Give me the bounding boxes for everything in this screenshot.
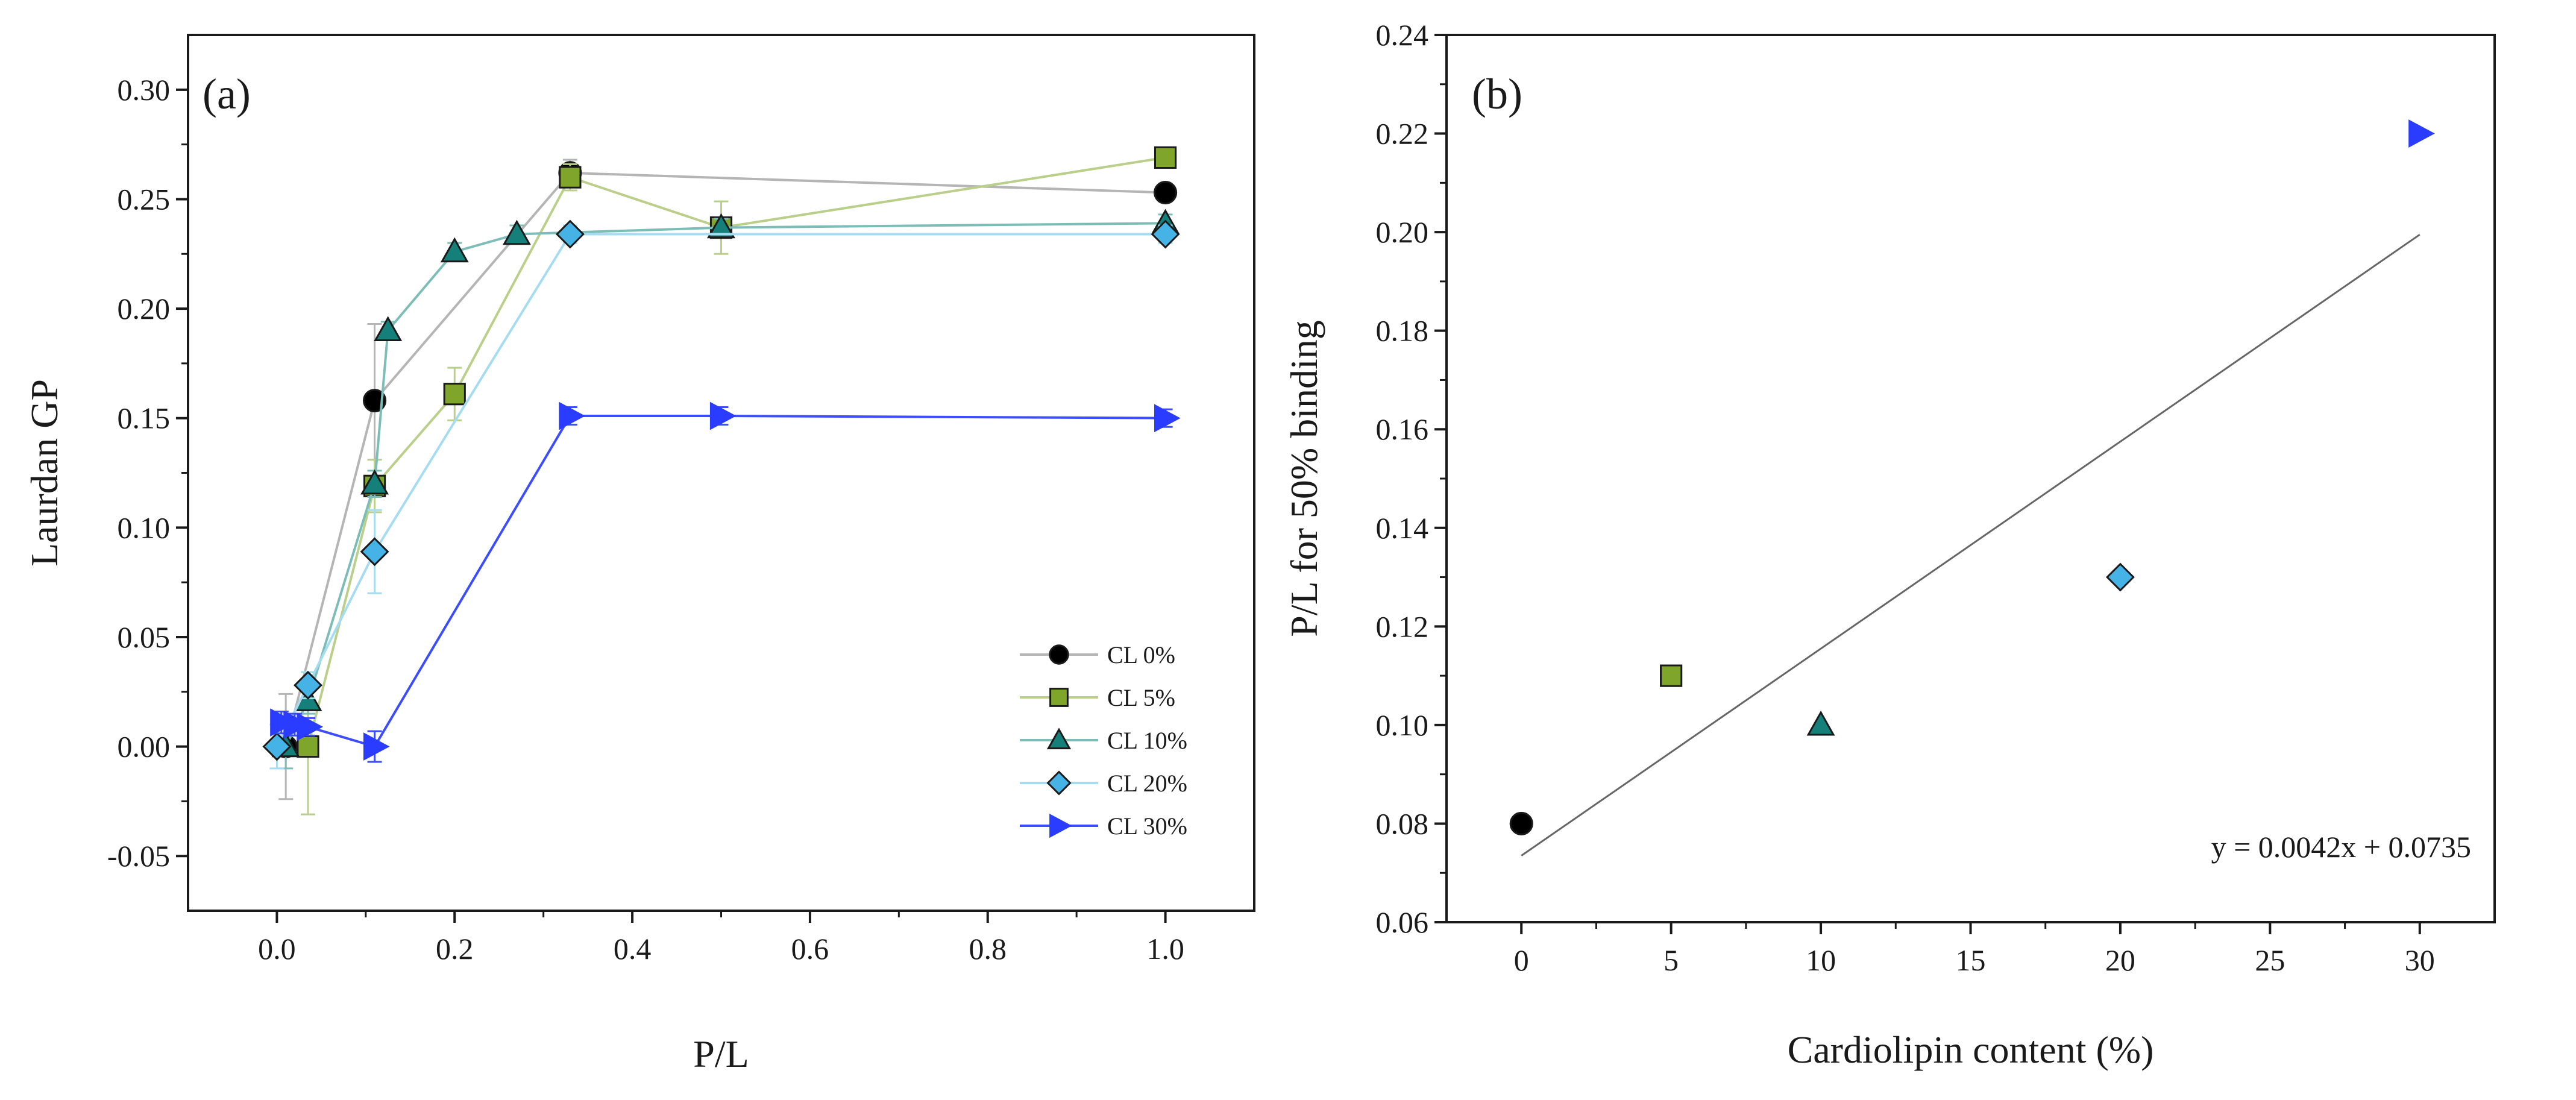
panel-b-plot-frame — [1445, 34, 2496, 923]
series-cl-20- — [262, 219, 1180, 770]
b-y-tick-label: 0.16 — [1376, 412, 1429, 446]
legend-item: CL 0% — [1020, 641, 1175, 668]
panel-b-y-axis-title: P/L for 50% binding — [1283, 320, 1325, 637]
panel-a-x-axis-title: P/L — [693, 1032, 749, 1075]
panel-b-chart: 0 5 10 15 20 25 30 0.06 0.08 0.10 0.12 0.14 0.16 0.18… — [1283, 18, 2496, 1071]
data-point — [360, 469, 389, 495]
legend-item: CL 10% — [1020, 727, 1187, 754]
data-point — [559, 401, 585, 430]
a-x-tick-label: 0.8 — [969, 932, 1007, 966]
panel-a-legend: CL 0% CL 5% CL 10% CL 20% CL 30% — [1020, 641, 1187, 840]
data-point — [502, 219, 531, 245]
a-y-tick-label: 0.25 — [118, 182, 171, 216]
data-point — [283, 710, 310, 739]
data-point — [363, 732, 390, 761]
b-y-tick-label: 0.08 — [1376, 806, 1429, 840]
data-point — [1154, 180, 1178, 205]
legend-marker — [1049, 813, 1072, 838]
a-y-tick-label: 0.20 — [118, 292, 171, 325]
series-cl-10- — [271, 209, 1180, 770]
b-y-tick-label: 0.24 — [1376, 18, 1429, 52]
legend-marker — [1049, 644, 1069, 665]
a-x-tick-label: 0.4 — [614, 932, 652, 966]
legend-label: CL 5% — [1107, 684, 1175, 711]
b-x-tick-label: 15 — [1956, 943, 1986, 977]
series-line — [307, 156, 1166, 747]
legend-marker — [1049, 688, 1069, 707]
legend-item: CL 30% — [1020, 812, 1187, 840]
legend-marker — [1046, 770, 1072, 796]
b-x-tick-label: 0 — [1514, 943, 1529, 977]
b-y-tick-label: 0.12 — [1376, 609, 1429, 643]
b-y-tick-label: 0.18 — [1376, 314, 1429, 348]
a-x-tick-label: 0.6 — [791, 932, 829, 966]
panel-a-y-axis-title: Laurdan GP — [23, 379, 66, 567]
a-y-tick-label: 0.00 — [118, 730, 171, 764]
data-point — [2105, 562, 2135, 592]
data-point — [1154, 146, 1177, 169]
legend-label: CL 10% — [1107, 727, 1187, 754]
data-point — [1806, 710, 1835, 736]
legend-item: CL 20% — [1020, 770, 1187, 797]
a-y-tick-label: 0.10 — [118, 511, 171, 544]
legend-item: CL 5% — [1020, 684, 1175, 711]
data-point — [360, 537, 389, 567]
panel-b-label: (b) — [1472, 70, 1522, 118]
data-point — [707, 213, 735, 239]
panel-a-label: (a) — [203, 70, 251, 118]
a-y-tick-label: 0.15 — [118, 401, 171, 435]
panel-a-plot-frame — [187, 34, 1255, 912]
legend-marker — [1046, 728, 1072, 750]
data-point — [2408, 119, 2435, 148]
series-cl-5- — [297, 146, 1177, 816]
data-point — [709, 401, 737, 430]
data-point — [440, 237, 469, 263]
legend-label: CL 30% — [1107, 812, 1187, 840]
series-line — [284, 171, 1166, 747]
b-y-tick-label: 0.06 — [1376, 905, 1429, 939]
fit-line — [1521, 233, 2420, 856]
a-x-tick-label: 1.0 — [1146, 932, 1184, 966]
a-y-tick-label: -0.05 — [107, 839, 170, 873]
data-point — [374, 316, 403, 342]
panel-a-chart: 0.0 0.2 0.4 0.6 0.8 1.0 -0.05 0.00 0.05 0.10 0.15 0… — [23, 34, 1255, 1075]
data-point — [363, 389, 387, 413]
a-y-tick-label: 0.05 — [118, 620, 171, 654]
b-x-tick-label: 10 — [1806, 943, 1836, 977]
data-point — [555, 219, 585, 249]
b-x-tick-label: 30 — [2405, 943, 2435, 977]
a-x-tick-label: 0.0 — [258, 932, 296, 966]
data-point — [270, 708, 297, 737]
a-y-tick-label: 0.30 — [118, 73, 171, 107]
b-y-tick-label: 0.20 — [1376, 215, 1429, 249]
fit-equation-label: y = 0.0042x + 0.0735 — [2211, 830, 2471, 864]
data-point — [1509, 811, 1533, 835]
data-point — [297, 712, 324, 741]
data-point — [559, 166, 582, 189]
data-point — [294, 670, 322, 700]
data-point — [443, 383, 466, 406]
series-line — [284, 222, 1166, 747]
series-cl-0- — [274, 159, 1178, 800]
b-x-tick-label: 5 — [1663, 943, 1679, 977]
data-point — [262, 732, 292, 761]
b-x-tick-label: 20 — [2105, 943, 2135, 977]
series-cl-30- — [270, 401, 1181, 763]
b-y-tick-label: 0.10 — [1376, 708, 1429, 742]
b-x-tick-label: 25 — [2255, 943, 2285, 977]
data-point — [1660, 664, 1683, 687]
b-y-tick-label: 0.14 — [1376, 511, 1429, 545]
legend-label: CL 0% — [1107, 641, 1175, 668]
data-point — [297, 735, 319, 758]
series-line — [275, 233, 1166, 747]
b-y-tick-label: 0.22 — [1376, 117, 1429, 151]
a-x-tick-label: 0.2 — [436, 932, 474, 966]
legend-label: CL 20% — [1107, 770, 1187, 797]
data-point — [1151, 219, 1180, 249]
panel-b-x-axis-title: Cardiolipin content (%) — [1788, 1028, 2154, 1071]
data-point — [1154, 404, 1181, 433]
